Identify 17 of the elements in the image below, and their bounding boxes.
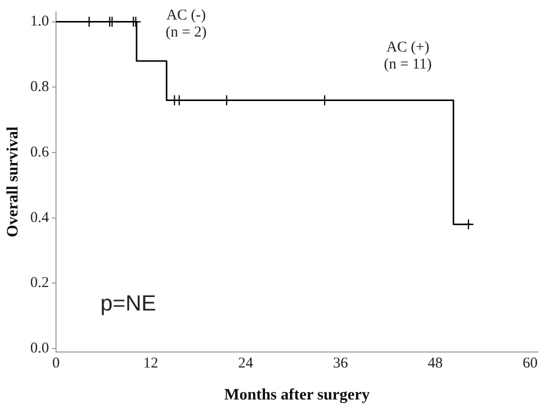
y-tick-label: 0.0 [30, 340, 49, 356]
x-tick-label: 60 [522, 356, 538, 372]
x-tick-label: 48 [428, 356, 443, 372]
y-axis-title: Overall survival [4, 126, 22, 238]
x-tick-label: 12 [143, 356, 158, 372]
y-tick-label: 0.8 [30, 79, 49, 96]
annotation: p=NE [100, 290, 156, 316]
x-tick-label: 0 [52, 356, 60, 372]
annotation: AC (+) (n = 11) [384, 40, 432, 73]
x-tick-label: 24 [238, 356, 254, 372]
y-tick-label: 0.2 [30, 275, 49, 292]
x-tick-label: 36 [332, 356, 348, 372]
x-axis-title: Months after surgery [224, 386, 370, 404]
y-tick-label: 0.4 [30, 210, 50, 226]
annotation: AC (-) (n = 2) [166, 7, 207, 40]
y-tick-label: 1.0 [30, 14, 49, 30]
y-tick-label: 0.6 [30, 144, 50, 160]
